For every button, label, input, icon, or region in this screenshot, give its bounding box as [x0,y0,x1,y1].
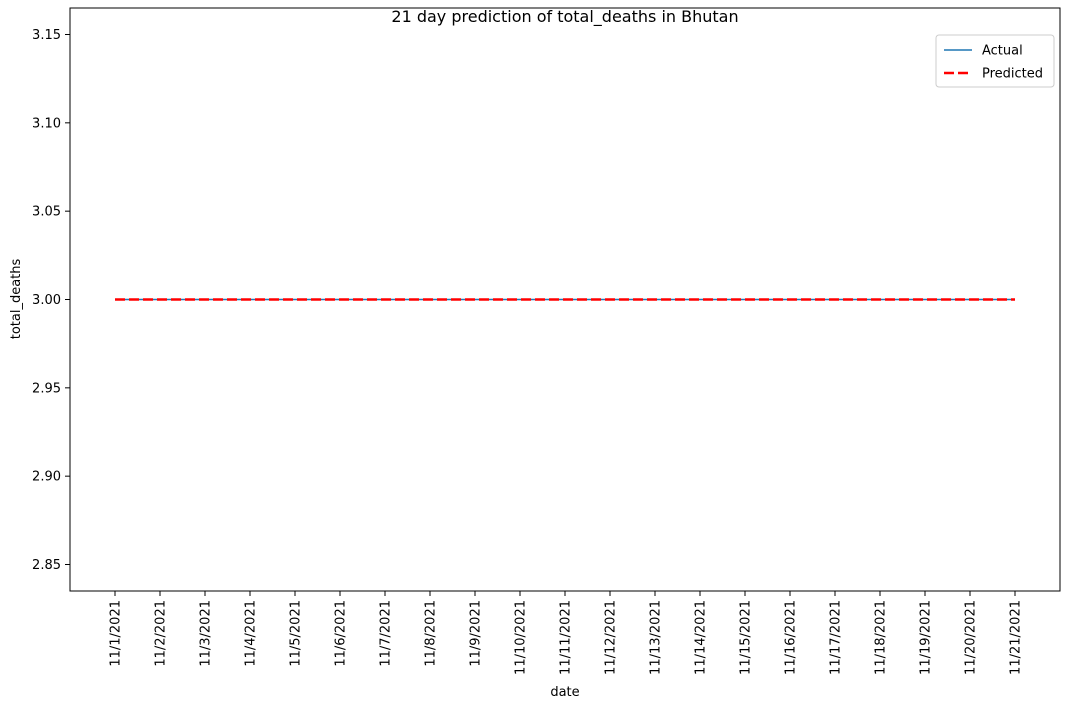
x-tick-label: 11/5/2021 [289,600,304,667]
x-tick-label: 11/8/2021 [424,600,439,667]
y-tick-label: 2.85 [32,558,61,573]
x-tick-label: 11/2/2021 [154,600,169,667]
x-tick-label: 11/12/2021 [604,600,619,675]
x-tick-label: 11/19/2021 [919,600,934,675]
y-tick-label: 3.00 [32,293,61,308]
x-tick-label: 11/3/2021 [199,600,214,667]
y-axis: 2.85 2.90 2.95 3.00 3.05 3.10 3.15 [32,28,70,573]
x-tick-label: 11/14/2021 [694,600,709,675]
chart-title: 21 day prediction of total_deaths in Bhu… [391,7,738,27]
x-tick-label: 11/21/2021 [1009,600,1024,675]
x-tick-label: 11/17/2021 [829,600,844,675]
x-tick-label: 11/18/2021 [874,600,889,675]
x-tick-label: 11/6/2021 [334,600,349,667]
x-tick-label: 11/15/2021 [739,600,754,675]
x-tick-label: 11/10/2021 [514,600,529,675]
y-axis-label: total_deaths [9,259,24,340]
x-tick-label: 11/16/2021 [784,600,799,675]
y-tick-label: 3.15 [32,28,61,43]
x-tick-label: 11/9/2021 [469,600,484,667]
x-tick-label: 11/13/2021 [649,600,664,675]
legend: Actual Predicted [935,34,1055,88]
y-tick-label: 2.90 [32,470,61,485]
y-tick-label: 2.95 [32,381,61,396]
x-tick-label: 11/20/2021 [964,600,979,675]
y-tick-label: 3.05 [32,205,61,220]
y-tick-label: 3.10 [32,116,61,131]
x-tick-label: 11/7/2021 [379,600,394,667]
x-tick-label: 11/1/2021 [109,600,124,667]
legend-label-actual: Actual [982,44,1023,59]
legend-label-predicted: Predicted [982,67,1043,82]
x-tick-label: 11/4/2021 [244,600,259,667]
x-axis: 11/1/2021 11/2/2021 11/3/2021 11/4/2021 11/5… [109,591,1024,675]
x-axis-label: date [550,685,579,700]
x-tick-label: 11/11/2021 [559,600,574,675]
